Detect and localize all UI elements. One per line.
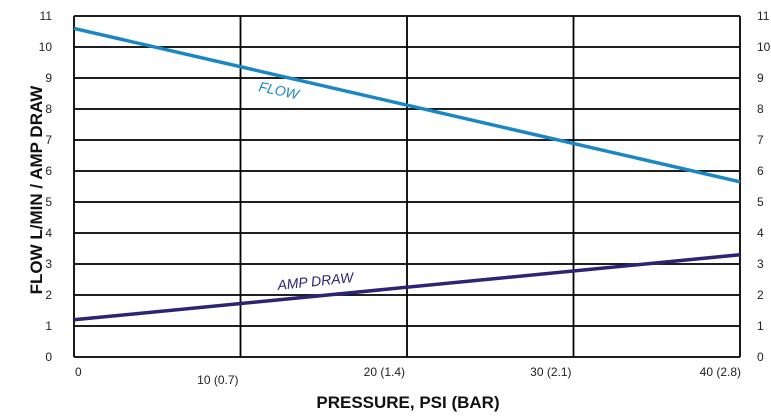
y-tick-label-left: 6 [45,164,52,178]
y-tick-label-left: 7 [45,133,52,147]
series-line [73,26,741,184]
x-tick-label: 10 (0.7) [197,373,238,387]
y-tick-label-right: 2 [757,288,764,302]
y-tick-label-left: 3 [45,257,52,271]
x-tick-label: 0 [75,365,82,379]
x-axis-title: PRESSURE, PSI (BAR) [316,393,499,412]
y-axis-title: FLOW L/MIN / AMP DRAW [27,85,46,295]
y-tick-label-left: 5 [45,195,52,209]
y-tick-label-right: 8 [757,102,764,116]
series-label: AMP DRAW [276,269,356,293]
series-line [73,252,741,322]
x-tick-label: 40 (2.8) [700,365,741,379]
series-labels: FLOW AMP DRAW [257,78,356,293]
y-tick-label-left: 0 [45,350,52,364]
y-tick-label-right: 1 [757,319,764,333]
y-tick-label-right: 6 [757,164,764,178]
grid [73,15,741,358]
y-tick-label-right: 0 [757,350,764,364]
y-tick-label-right: 7 [757,133,764,147]
y-tick-label-left: 8 [45,102,52,116]
y-tick-label-right: 9 [757,71,764,85]
y-tick-label-left: 4 [45,226,52,240]
y-tick-label-left: 9 [45,71,52,85]
x-tick-label: 30 (2.1) [530,365,571,379]
y-tick-label-left: 11 [40,9,53,23]
y-tick-label-left: 2 [45,288,52,302]
y-tick-label-right: 5 [757,195,764,209]
x-tick-label: 20 (1.4) [364,365,405,379]
y-tick-label-left: 1 [45,319,52,333]
y-tick-label-right: 3 [757,257,764,271]
series-label: FLOW [257,78,302,102]
y-tick-label-right: 10 [757,40,771,54]
y-tick-label-left: 10 [39,40,53,54]
y-tick-label-right: 4 [757,226,764,240]
series-lines [73,26,741,322]
y-tick-label-right: 11 [757,9,770,23]
